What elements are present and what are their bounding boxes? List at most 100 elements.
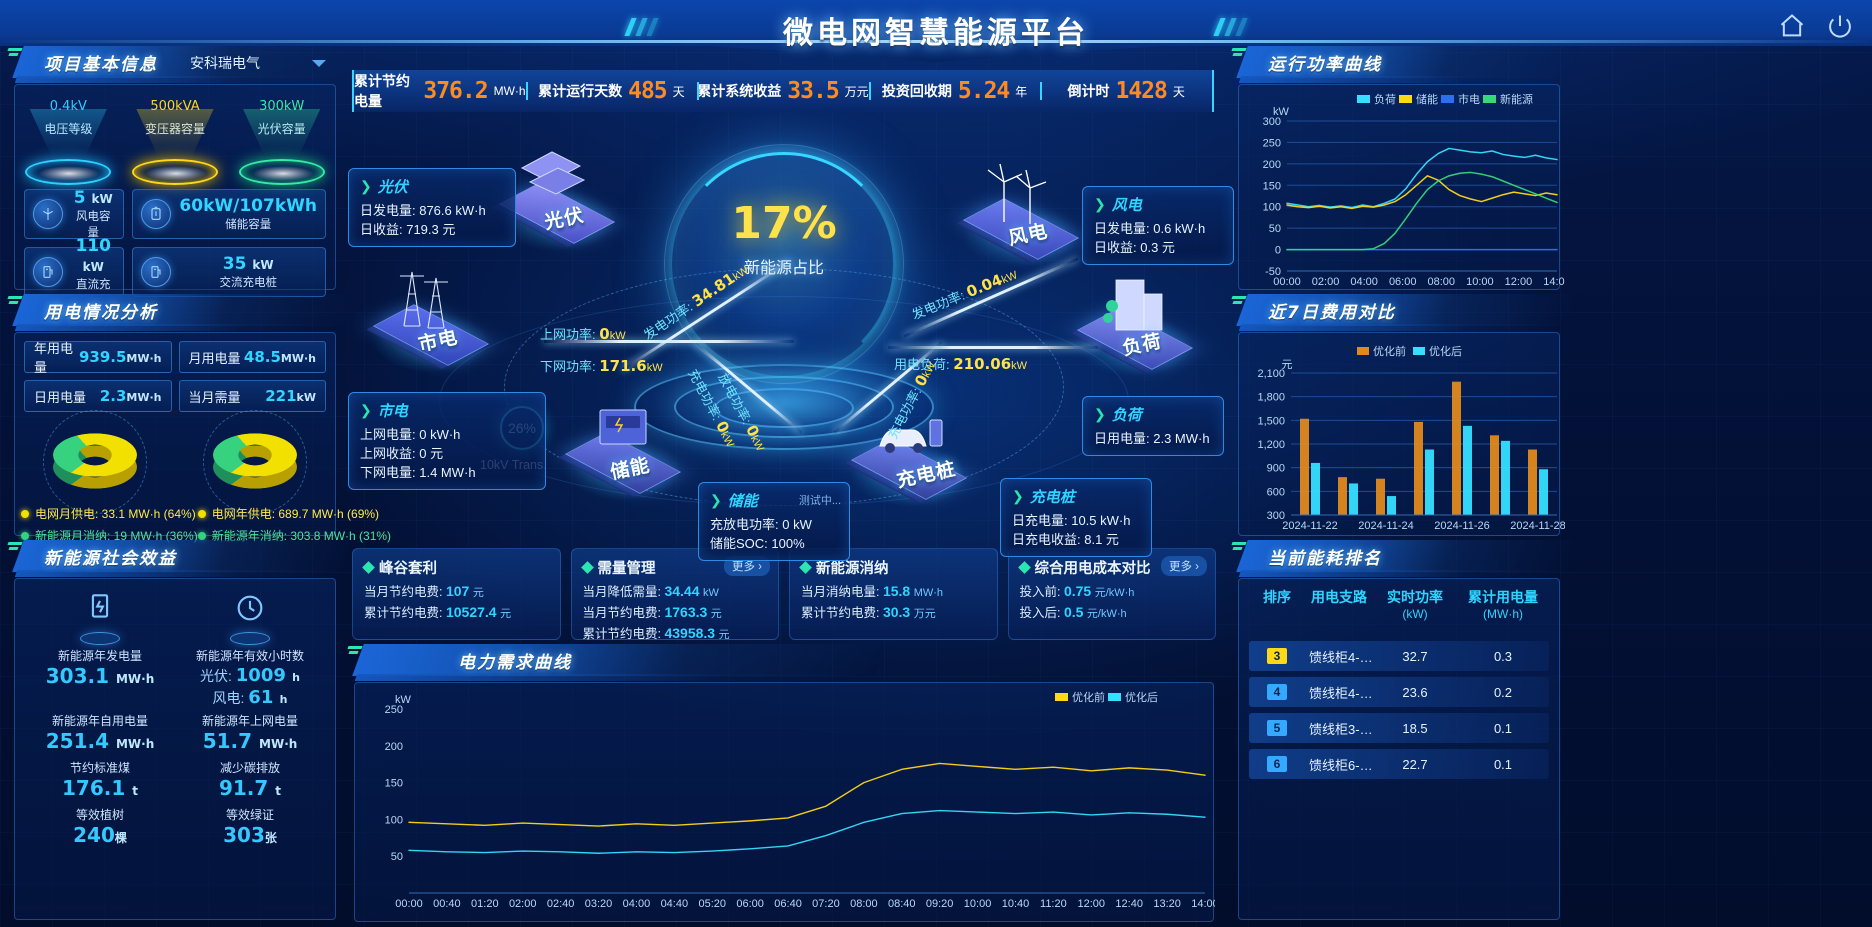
benefit-row: 等效植树 240棵 等效绿证 303张 (25, 806, 325, 847)
svg-text:2024-11-24: 2024-11-24 (1358, 520, 1413, 532)
card-row: 日收益: 719.3 元 (360, 222, 456, 237)
svg-text:04:00: 04:00 (1350, 276, 1378, 288)
tile-value: 60kW/107kWh (179, 196, 317, 216)
benefit-self-consumption: 新能源年自用电量 251.4 MW·h (25, 712, 175, 753)
panel-title-text: 用电情况分析 (44, 303, 158, 323)
svg-text:02:00: 02:00 (1312, 276, 1340, 288)
arrow-icon: ❯ (1012, 488, 1024, 504)
table-row[interactable]: 3 馈线柜4-ZAL总 32.7 0.3 (1249, 641, 1549, 671)
more-button[interactable]: 更多 › (723, 556, 770, 576)
card-renewable-consumption: 新能源消纳 当月消纳电量: 15.8 MW·h 累计节约电费: 30.3 万元 (789, 548, 998, 640)
kpi-item: 投资回收期 5.24 年 (868, 78, 1041, 104)
total-energy: 0.1 (1493, 720, 1513, 736)
benefit-coal-saved: 节约标准煤 176.1 t (25, 759, 175, 800)
tile-dc-charger: 110 kW 直流充电桩 (24, 236, 125, 307)
corner-icon (1232, 296, 1248, 312)
svg-text:2024-11-28: 2024-11-28 (1510, 520, 1565, 532)
card-title: 负荷 (1111, 406, 1142, 424)
svg-text:100: 100 (1263, 202, 1281, 214)
pedestal-value: 300kW (259, 99, 305, 114)
ranking-header: 排序 用电支路 实时功率 (kW) 累计用电量 (MW·h) (1249, 587, 1549, 621)
legend-text: 电网月供电: 33.1 MW·h (64%) (35, 507, 196, 521)
diamond-icon (1017, 561, 1031, 574)
card-title: 新能源消纳 (816, 561, 889, 577)
panel-header: 用电情况分析 (8, 294, 358, 331)
company-dropdown[interactable]: 安科瑞电气 (182, 50, 334, 76)
header-bar-shadow (14, 570, 338, 577)
card-row: 累计节约电费: 10527.4 元 (364, 604, 512, 620)
panel-body: 新能源年发电量 303.1 MW·h 新能源年有效小时数 光伏: 1009 h … (14, 578, 336, 920)
more-button[interactable]: 更多 › (1160, 556, 1207, 576)
kpi-label: 累计系统收益 (697, 83, 782, 99)
benefit-effective-hours: 新能源年有效小时数 光伏: 1009 h 风电: 61 h (175, 585, 325, 708)
legend-item: 电网月供电: 33.1 MW·h (64%) (21, 505, 198, 522)
svg-text:09:20: 09:20 (926, 898, 954, 910)
corner-icon (8, 542, 24, 558)
kpi-unit: 天 (672, 84, 685, 99)
panel-header: 新能源社会效益 (8, 540, 358, 577)
header-bar (352, 644, 888, 676)
capacity-pedestals: 0.4kV 电压等级 500kVA 变压器容量 300kW 光伏容量 (15, 91, 335, 187)
panel-body: 50 100 150 200 250 00:00 00:40 01:20 02:00 02:40 0… (354, 682, 1215, 922)
card-title: 需量管理 (597, 561, 656, 577)
rank-badge: 6 (1267, 756, 1287, 772)
card-grid: ❯ 市电 上网电量: 0 kW·h 上网收益: 0 元 下网电量: 1.4 MW·… (348, 392, 546, 490)
home-icon[interactable] (1778, 12, 1806, 40)
panel-header: 电力需求曲线 (348, 644, 1220, 681)
card-load: ❯ 负荷 日用电量: 2.3 MW·h (1082, 396, 1224, 456)
corner-icon (348, 646, 364, 662)
panel-title-text: 当前能耗排名 (1268, 549, 1382, 569)
building-icon (1103, 279, 1163, 331)
benefit-caption: 新能源年自用电量 (51, 714, 148, 728)
panel-cost-compare: 近7日费用对比 300 600 900 1,200 1,500 1,800 2,100 202… (1232, 294, 1582, 540)
card-row: 日充电收益: 8.1 元 (1012, 532, 1119, 547)
realtime-power: 22.7 (1402, 756, 1428, 772)
card-title: 市电 (377, 402, 408, 420)
benefit-caption: 新能源年上网电量 (201, 714, 298, 728)
power-icon[interactable] (1826, 12, 1854, 40)
table-row[interactable]: 5 馈线柜3-IPD... 18.5 0.1 (1249, 713, 1549, 743)
tile-wind-capacity: 5 kW 风电容量 (24, 188, 125, 239)
card-row: 上网收益: 0 元 (360, 446, 444, 461)
svg-text:150: 150 (1263, 180, 1281, 192)
node-load[interactable]: 负荷 (1070, 266, 1200, 378)
card-cost-comparison: 综合用电成本对比 更多 › 投入前: 0.75 元/kW·h 投入后: 0.5 … (1007, 548, 1216, 640)
svg-text:14:00: 14:00 (1543, 276, 1565, 288)
col-circuit: 用电支路 (1311, 589, 1367, 605)
diamond-icon (362, 561, 375, 574)
card-title: 光伏 (377, 178, 408, 196)
card-row: 日收益: 0.3 元 (1094, 240, 1175, 255)
svg-text:250: 250 (1263, 137, 1281, 149)
power-chart-canvas: -50 0 50 100 150 200 250 300 00:00 02:00 04:00 06:0… (1247, 91, 1565, 288)
svg-text:-50: -50 (1265, 266, 1281, 278)
kpi-item: 倒计时 1428 天 (1040, 78, 1212, 104)
svg-text:新能源: 新能源 (1500, 92, 1533, 106)
pedestal-value: 500kVA (150, 99, 200, 114)
flow-load-power: 用电负荷: 210.06kW (894, 355, 1028, 373)
svg-text:储能: 储能 (1416, 92, 1438, 106)
node-grid[interactable]: 市电 (366, 262, 496, 374)
donut-3d (213, 420, 297, 504)
svg-text:10:00: 10:00 (964, 898, 992, 910)
svg-text:元: 元 (1282, 359, 1293, 371)
svg-text:08:00: 08:00 (850, 898, 878, 910)
svg-text:0: 0 (1275, 245, 1281, 257)
node-wind[interactable]: 风电 (956, 156, 1086, 268)
table-row[interactable]: 4 馈线柜4-IPD... 23.6 0.2 (1249, 677, 1549, 707)
card-row: 日发电量: 0.6 kW·h (1094, 221, 1206, 236)
arrow-icon: ❯ (1094, 406, 1106, 422)
node-ess[interactable]: 储能 (558, 390, 688, 502)
svg-text:00:00: 00:00 (1273, 276, 1301, 288)
panel-header: 项目基本信息 安科瑞电气 (8, 46, 358, 83)
benefit-caption: 等效绿证 (225, 808, 274, 822)
node-ev[interactable]: 充电桩 (844, 396, 974, 508)
card-row: 当月节约电费: 107 元 (364, 583, 484, 599)
panel-body: -50 0 50 100 150 200 250 300 00:00 02:00 04:00 06:0… (1238, 84, 1565, 290)
pedestal-voltage: 0.4kV 电压等级 (15, 91, 122, 187)
card-row: 投入前: 0.75 元/kW·h (1019, 583, 1135, 599)
table-row[interactable]: 6 馈线柜6-IPD... 22.7 0.1 (1249, 749, 1549, 779)
node-pv[interactable]: 光伏 (492, 140, 622, 252)
pedestal-caption: 变压器容量 (145, 122, 206, 136)
diamond-icon (580, 561, 594, 574)
card-row: 累计节约电费: 43958.3 元 (582, 625, 730, 641)
